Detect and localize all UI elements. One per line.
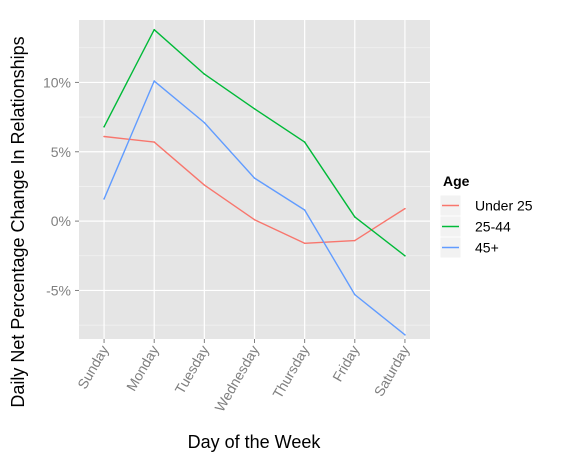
data-point [353, 293, 356, 296]
y-tick-label: 5% [51, 144, 71, 160]
x-tick-label: Friday [329, 343, 362, 385]
x-tick-label: Tuesday [172, 343, 212, 397]
data-point [303, 141, 306, 143]
data-point [153, 28, 156, 31]
y-tick-label: 10% [43, 74, 71, 90]
data-point [253, 177, 256, 179]
legend: Age Under 25 25-44 45+ [439, 173, 533, 259]
data-point [404, 254, 406, 257]
x-tick-label: Saturday [371, 343, 413, 400]
y-tick-label: 0% [51, 213, 71, 229]
data-point [353, 239, 356, 242]
data-point [203, 184, 206, 186]
data-point [103, 198, 105, 200]
data-point [253, 218, 256, 221]
x-axis: Sunday Monday Tuesday Wednesday Thursday Frid… [74, 339, 413, 415]
data-point [353, 216, 356, 218]
major-gridlines [79, 20, 430, 339]
legend-items: Under 25 25-44 45+ [439, 194, 533, 259]
y-tick-label: -5% [46, 282, 71, 298]
data-point [203, 121, 206, 124]
legend-label: 45+ [475, 240, 499, 256]
x-tick-label: Monday [123, 343, 162, 394]
series-lines [103, 28, 406, 336]
legend-label: Under 25 [475, 198, 533, 214]
data-point [303, 242, 306, 245]
x-tick-label: Wednesday [211, 343, 262, 415]
y-axis: -5% 0% 5% 10% [43, 74, 79, 298]
data-point [404, 334, 406, 336]
data-point [103, 125, 105, 128]
x-axis-title: Day of the Week [188, 432, 322, 452]
data-point [203, 73, 206, 75]
x-tick-label: Sunday [74, 343, 112, 392]
data-point [404, 207, 406, 210]
legend-label: 25-44 [475, 219, 511, 235]
data-point [103, 135, 105, 138]
data-point [153, 80, 156, 82]
data-point [253, 107, 256, 110]
y-axis-title: Daily Net Percentage Change In Relations… [8, 36, 28, 407]
x-tick-label: Thursday [269, 343, 312, 402]
data-point [153, 141, 156, 143]
data-point [303, 209, 306, 211]
legend-title: Age [443, 173, 470, 189]
